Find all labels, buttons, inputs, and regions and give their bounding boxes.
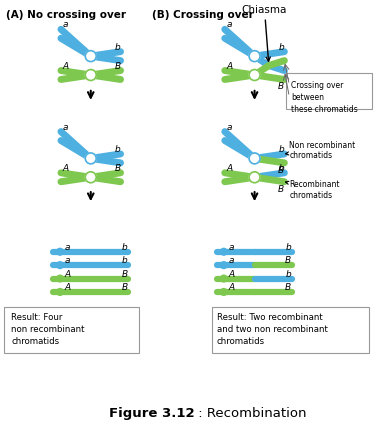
Text: b: b	[286, 269, 291, 278]
Circle shape	[249, 71, 260, 81]
Circle shape	[56, 249, 63, 255]
Text: Recombinant
chromatids: Recombinant chromatids	[286, 180, 340, 200]
Circle shape	[85, 52, 96, 62]
Text: a: a	[65, 255, 70, 264]
Text: B: B	[121, 282, 128, 291]
Circle shape	[56, 262, 63, 269]
Text: A: A	[229, 282, 235, 291]
Text: A: A	[63, 61, 69, 71]
Text: a: a	[63, 122, 68, 131]
Text: a: a	[65, 242, 70, 251]
FancyBboxPatch shape	[212, 307, 369, 353]
Text: B: B	[114, 61, 121, 71]
Text: Figure 3.12: Figure 3.12	[109, 405, 194, 418]
Text: B: B	[278, 82, 284, 91]
Text: a: a	[227, 20, 232, 29]
Circle shape	[85, 172, 96, 183]
Text: B: B	[121, 269, 128, 278]
Text: A: A	[65, 282, 71, 291]
Circle shape	[85, 71, 96, 81]
Text: : Recombination: : Recombination	[194, 405, 307, 418]
Circle shape	[221, 262, 227, 269]
Circle shape	[56, 289, 63, 296]
Text: b: b	[279, 163, 284, 172]
Text: A: A	[63, 163, 69, 172]
Text: A: A	[227, 163, 233, 172]
Text: B: B	[285, 282, 291, 291]
Text: B: B	[278, 184, 284, 193]
Text: a: a	[227, 122, 232, 131]
Circle shape	[249, 154, 260, 165]
Text: Chiasma: Chiasma	[242, 6, 287, 62]
Text: B: B	[285, 255, 291, 264]
FancyBboxPatch shape	[4, 307, 139, 353]
Text: b: b	[115, 43, 121, 52]
Circle shape	[221, 276, 227, 282]
Circle shape	[221, 249, 227, 255]
Text: A: A	[227, 61, 233, 71]
Circle shape	[221, 289, 227, 296]
Text: a: a	[229, 255, 234, 264]
Circle shape	[249, 172, 260, 183]
Circle shape	[56, 276, 63, 282]
Text: (B) Crossing over: (B) Crossing over	[152, 10, 254, 21]
Text: b: b	[286, 242, 291, 251]
Text: b: b	[279, 144, 284, 154]
Text: A: A	[229, 269, 235, 278]
Circle shape	[249, 52, 260, 62]
Text: b: b	[115, 144, 121, 154]
Text: b: b	[122, 255, 128, 264]
Text: Crossing over
between
these chromatids: Crossing over between these chromatids	[291, 81, 358, 113]
Text: Non recombinant
chromatids: Non recombinant chromatids	[286, 141, 356, 160]
Text: a: a	[63, 20, 68, 29]
Text: B: B	[278, 166, 284, 175]
Text: A: A	[65, 269, 71, 278]
Text: b: b	[122, 242, 128, 251]
Circle shape	[85, 154, 96, 165]
Text: Result: Two recombinant
and two non recombinant
chromatids: Result: Two recombinant and two non reco…	[217, 313, 328, 345]
Text: a: a	[229, 242, 234, 251]
Text: Result: Four
non recombinant
chromatids: Result: Four non recombinant chromatids	[11, 313, 85, 345]
Text: (A) No crossing over: (A) No crossing over	[6, 10, 126, 21]
Text: B: B	[114, 163, 121, 172]
Text: b: b	[279, 43, 284, 52]
FancyBboxPatch shape	[286, 74, 372, 110]
